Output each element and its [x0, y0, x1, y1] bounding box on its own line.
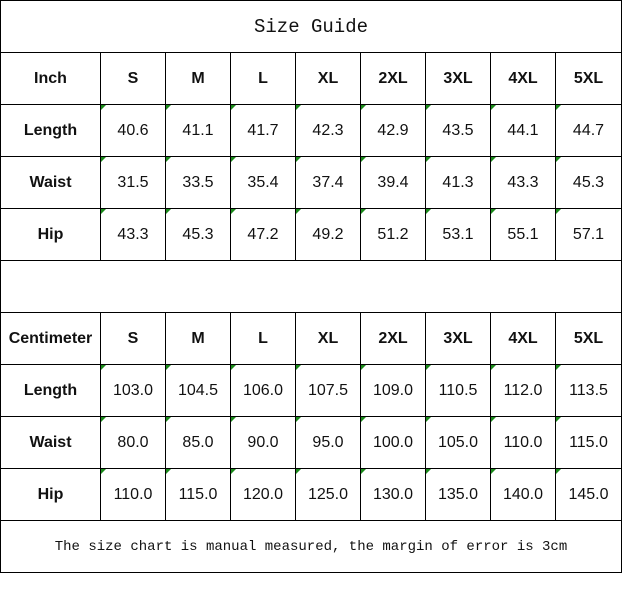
inch-header-row: Inch S M L XL 2XL 3XL 4XL 5XL [0, 52, 622, 105]
unit-label: Centimeter [0, 312, 101, 365]
size-header: M [165, 52, 231, 105]
measurement-value: 145.0 [555, 468, 622, 521]
measurement-value: 112.0 [490, 364, 556, 417]
size-header: M [165, 312, 231, 365]
measurement-value: 35.4 [230, 156, 296, 209]
measurement-value: 106.0 [230, 364, 296, 417]
measurement-value: 43.5 [425, 104, 491, 157]
size-header: XL [295, 52, 361, 105]
cm-header-row: Centimeter S M L XL 2XL 3XL 4XL 5XL [0, 312, 622, 365]
table-row: Length 103.0 104.5 106.0 107.5 109.0 110.5 112.… [0, 364, 622, 417]
measurement-value: 40.6 [100, 104, 166, 157]
table-row: Length 40.6 41.1 41.7 42.3 42.9 43.5 44.1 44.7 [0, 104, 622, 157]
measurement-value: 53.1 [425, 208, 491, 261]
measurement-value: 45.3 [165, 208, 231, 261]
table-row: Waist 31.5 33.5 35.4 37.4 39.4 41.3 43.3 45.3 [0, 156, 622, 209]
note-row: The size chart is manual measured, the m… [0, 520, 622, 573]
measurement-value: 41.3 [425, 156, 491, 209]
measurement-value: 41.1 [165, 104, 231, 157]
measurement-value: 115.0 [165, 468, 231, 521]
measurement-value: 90.0 [230, 416, 296, 469]
measurement-value: 44.1 [490, 104, 556, 157]
measurement-value: 57.1 [555, 208, 622, 261]
measurement-value: 105.0 [425, 416, 491, 469]
measurement-value: 125.0 [295, 468, 361, 521]
size-header: 3XL [425, 52, 491, 105]
measurement-label: Hip [0, 208, 101, 261]
size-header: L [230, 52, 296, 105]
measurement-label: Hip [0, 468, 101, 521]
size-header: S [100, 52, 166, 105]
measurement-value: 115.0 [555, 416, 622, 469]
measurement-value: 42.9 [360, 104, 426, 157]
measurement-value: 120.0 [230, 468, 296, 521]
measurement-value: 95.0 [295, 416, 361, 469]
table-row: Waist 80.0 85.0 90.0 95.0 100.0 105.0 110.0 115.… [0, 416, 622, 469]
size-header: 4XL [490, 312, 556, 365]
measurement-label: Waist [0, 416, 101, 469]
title-row: Size Guide [0, 0, 622, 53]
measurement-value: 43.3 [490, 156, 556, 209]
measurement-value: 42.3 [295, 104, 361, 157]
measurement-value: 43.3 [100, 208, 166, 261]
measurement-value: 103.0 [100, 364, 166, 417]
footnote: The size chart is manual measured, the m… [0, 520, 622, 573]
size-header: XL [295, 312, 361, 365]
measurement-value: 44.7 [555, 104, 622, 157]
size-header: L [230, 312, 296, 365]
measurement-value: 41.7 [230, 104, 296, 157]
size-guide-table: Size Guide Inch S M L XL 2XL 3XL 4XL 5XL Length 40.… [0, 0, 622, 573]
measurement-value: 37.4 [295, 156, 361, 209]
measurement-value: 31.5 [100, 156, 166, 209]
measurement-value: 135.0 [425, 468, 491, 521]
size-header: S [100, 312, 166, 365]
measurement-value: 130.0 [360, 468, 426, 521]
measurement-value: 45.3 [555, 156, 622, 209]
measurement-value: 33.5 [165, 156, 231, 209]
measurement-value: 113.5 [555, 364, 622, 417]
size-header: 2XL [360, 52, 426, 105]
size-header: 5XL [555, 312, 622, 365]
page-title: Size Guide [0, 0, 622, 53]
measurement-value: 47.2 [230, 208, 296, 261]
measurement-value: 110.0 [490, 416, 556, 469]
measurement-value: 85.0 [165, 416, 231, 469]
size-header: 2XL [360, 312, 426, 365]
measurement-label: Waist [0, 156, 101, 209]
size-header: 5XL [555, 52, 622, 105]
measurement-value: 51.2 [360, 208, 426, 261]
measurement-value: 140.0 [490, 468, 556, 521]
measurement-label: Length [0, 364, 101, 417]
spacer [0, 260, 622, 313]
table-row: Hip 110.0 115.0 120.0 125.0 130.0 135.0 140.0 14… [0, 468, 622, 521]
measurement-value: 55.1 [490, 208, 556, 261]
size-header: 4XL [490, 52, 556, 105]
measurement-value: 110.0 [100, 468, 166, 521]
table-row: Hip 43.3 45.3 47.2 49.2 51.2 53.1 55.1 57.1 [0, 208, 622, 261]
measurement-value: 80.0 [100, 416, 166, 469]
measurement-value: 49.2 [295, 208, 361, 261]
spacer-row [0, 260, 622, 313]
measurement-value: 100.0 [360, 416, 426, 469]
measurement-value: 110.5 [425, 364, 491, 417]
measurement-value: 104.5 [165, 364, 231, 417]
measurement-value: 39.4 [360, 156, 426, 209]
unit-label: Inch [0, 52, 101, 105]
size-header: 3XL [425, 312, 491, 365]
measurement-label: Length [0, 104, 101, 157]
measurement-value: 107.5 [295, 364, 361, 417]
measurement-value: 109.0 [360, 364, 426, 417]
